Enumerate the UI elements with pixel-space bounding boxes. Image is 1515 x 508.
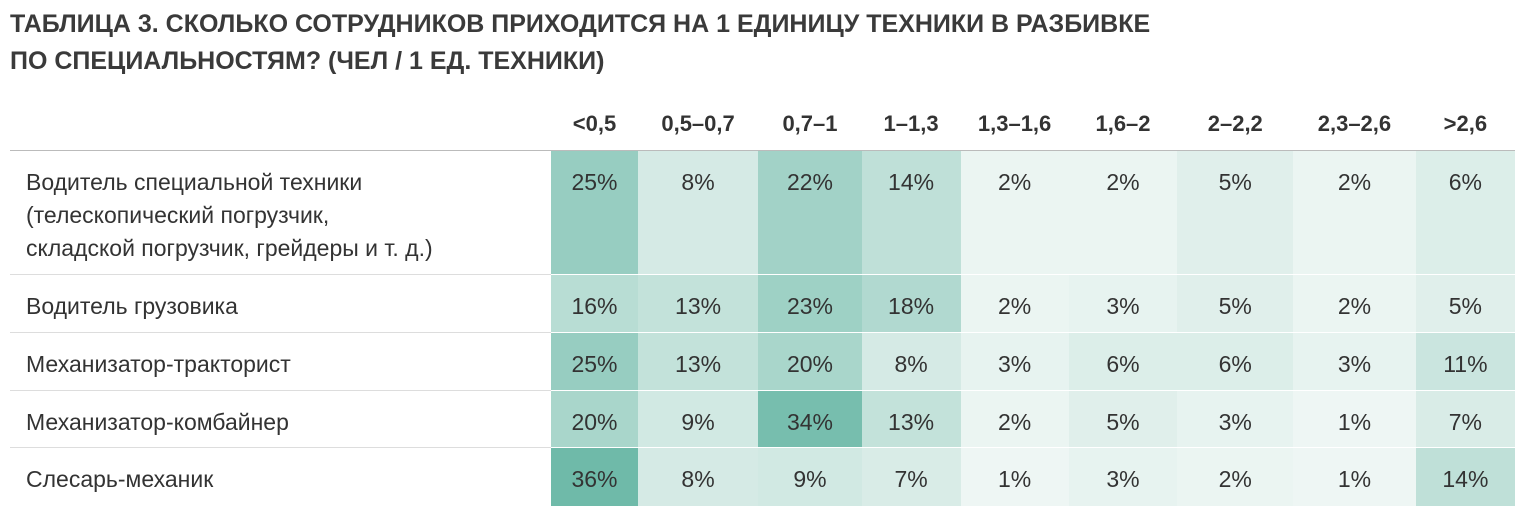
cell: 3% [960, 332, 1069, 391]
cell: 14% [861, 150, 961, 275]
cell: 2% [960, 150, 1069, 275]
cell: 2% [1293, 274, 1416, 333]
cell: 5% [1068, 390, 1178, 448]
row-label-line: (телескопический погрузчик, [26, 202, 330, 228]
table: <0,5 0,5–0,7 0,7–1 1–1,3 1,3–1,6 1,6–2 2–2,2 2,… [10, 98, 1515, 506]
cell: 9% [758, 447, 862, 506]
row-label-line: Механизатор-тракторист [26, 351, 291, 377]
cell: 13% [861, 390, 961, 448]
column-header: 1,6–2 [1095, 111, 1151, 136]
cell: 5% [1415, 274, 1515, 333]
row: Слесарь-механик 36% 8% 9% 7% 1% 3% 2% 1% 14% [10, 447, 1515, 506]
cell: 7% [861, 447, 961, 506]
row: Механизатор-тракторист 25% 13% 20% 8% 3% 6% 6% 3… [10, 332, 1515, 391]
cell: 6% [1415, 150, 1515, 275]
cell: 1% [1293, 447, 1416, 506]
title-line: СКОЛЬКО СОТРУДНИКОВ ПРИХОДИТСЯ НА 1 ЕДИН… [165, 10, 1151, 38]
row: Водитель специальной техники (телескопиче… [10, 150, 1515, 275]
cell: 6% [1177, 332, 1294, 391]
cell: 23% [758, 274, 862, 333]
cell: 2% [960, 274, 1069, 333]
header-row: <0,5 0,5–0,7 0,7–1 1–1,3 1,3–1,6 1,6–2 2–2,2 2,… [10, 98, 1515, 151]
cell: 5% [1177, 150, 1294, 275]
row-label: Водитель грузовика [10, 274, 552, 333]
cell: 18% [861, 274, 961, 333]
cell: 22% [758, 150, 862, 275]
row-label: Механизатор-комбайнер [10, 390, 552, 448]
column-header: <0,5 [572, 111, 617, 136]
cell: 11% [1415, 332, 1515, 391]
cell: 8% [861, 332, 961, 391]
cell: 5% [1177, 274, 1294, 333]
row-label-line: Механизатор-комбайнер [26, 409, 289, 435]
row-label-line: складской погрузчик, грейдеры и т. д.) [26, 235, 433, 261]
cell: 3% [1293, 332, 1416, 391]
cell: 13% [637, 332, 759, 391]
cell: 25% [551, 150, 638, 275]
cell: 2% [960, 390, 1069, 448]
cell: 36% [551, 447, 638, 506]
cell: 8% [637, 447, 759, 506]
column-header: 0,7–1 [782, 111, 838, 136]
column-header: 2,3–2,6 [1317, 111, 1392, 136]
column-header: 0,5–0,7 [661, 111, 735, 136]
cell: 2% [1177, 447, 1294, 506]
row-label: Водитель специальной техники (телескопиче… [10, 150, 552, 275]
row: Водитель грузовика 16% 13% 23% 18% 2% 3% 5% 2% 5% [10, 274, 1515, 333]
row-label-line: Водитель грузовика [26, 293, 238, 319]
cell: 2% [1293, 150, 1416, 275]
row-label-line: Водитель специальной техники [26, 169, 363, 195]
column-header: 1,3–1,6 [977, 111, 1052, 136]
header-cell [10, 98, 551, 151]
cell: 13% [637, 274, 759, 333]
cell: 7% [1415, 390, 1515, 448]
cell: 8% [637, 150, 759, 275]
title-line: ПО СПЕЦИАЛЬНОСТЯМ? (ЧЕЛ / 1 ЕД. ТЕХНИКИ) [10, 47, 605, 75]
row: Механизатор-комбайнер 20% 9% 34% 13% 2% 5% 3% 1%… [10, 390, 1515, 448]
cell: 1% [960, 447, 1069, 506]
cell: 14% [1415, 447, 1515, 506]
row-label-line: Слесарь-механик [26, 466, 214, 492]
cell: 3% [1068, 274, 1178, 333]
cell: 1% [1293, 390, 1416, 448]
column-header: 1–1,3 [883, 111, 939, 136]
cell: 9% [637, 390, 759, 448]
cell: 6% [1068, 332, 1178, 391]
cell: 2% [1068, 150, 1178, 275]
cell: 16% [551, 274, 638, 333]
cell: 3% [1177, 390, 1294, 448]
cell: 20% [551, 390, 638, 448]
title: ТАБЛИЦА 3. СКОЛЬКО СОТРУДНИКОВ ПРИХОДИТС… [10, 6, 1150, 80]
cell: 25% [551, 332, 638, 391]
cell: 34% [758, 390, 862, 448]
row-label: Слесарь-механик [10, 447, 552, 506]
cell: 3% [1068, 447, 1178, 506]
cell: 20% [758, 332, 862, 391]
row-label: Механизатор-тракторист [10, 332, 552, 391]
title-label: ТАБЛИЦА 3. [10, 10, 159, 38]
column-header: 2–2,2 [1207, 111, 1263, 136]
column-header: >2,6 [1443, 111, 1488, 136]
